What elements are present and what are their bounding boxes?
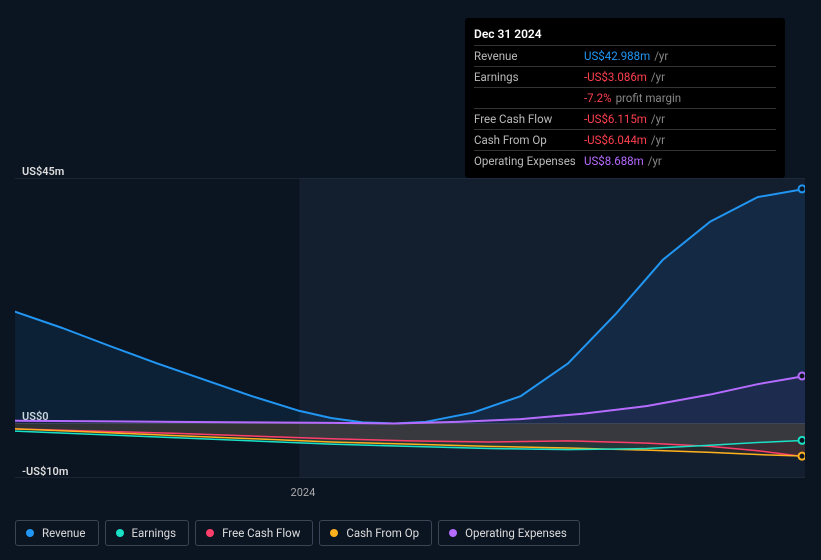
tooltip-row-value: -US$6.115m bbox=[584, 111, 647, 127]
legend-label: Earnings bbox=[132, 526, 177, 540]
tooltip-subrow: -7.2%profit margin bbox=[474, 87, 776, 108]
tooltip-subrow-unit: profit margin bbox=[616, 90, 682, 106]
tooltip-row-unit: /yr bbox=[651, 111, 665, 127]
tooltip-row-value: -US$3.086m bbox=[584, 69, 647, 85]
tooltip-row: Cash From Op-US$6.044m/yr bbox=[474, 129, 776, 150]
legend-label: Revenue bbox=[42, 526, 86, 540]
legend-label: Cash From Op bbox=[346, 526, 419, 540]
tooltip-row-unit: /yr bbox=[651, 69, 665, 85]
tooltip-row-label: Operating Expenses bbox=[474, 153, 584, 169]
legend-dot-icon bbox=[330, 529, 338, 537]
legend-dot-icon bbox=[26, 529, 34, 537]
legend-item[interactable]: Revenue bbox=[15, 520, 99, 546]
tooltip-date: Dec 31 2024 bbox=[474, 25, 776, 45]
tooltip-row-label: Free Cash Flow bbox=[474, 111, 584, 127]
legend-dot-icon bbox=[116, 529, 124, 537]
legend-item[interactable]: Cash From Op bbox=[319, 520, 432, 546]
legend-item[interactable]: Earnings bbox=[105, 520, 190, 546]
legend-dot-icon bbox=[449, 529, 457, 537]
legend-dot-icon bbox=[206, 529, 214, 537]
chart-tooltip: Dec 31 2024 RevenueUS$42.988m/yrEarnings… bbox=[465, 18, 785, 178]
legend-label: Free Cash Flow bbox=[222, 526, 300, 540]
financials-chart bbox=[15, 178, 805, 478]
x-axis-label: 2024 bbox=[291, 486, 316, 499]
tooltip-row-value: US$42.988m bbox=[584, 48, 650, 64]
tooltip-row: Free Cash Flow-US$6.115m/yr bbox=[474, 108, 776, 129]
legend-item[interactable]: Free Cash Flow bbox=[195, 520, 313, 546]
tooltip-row: Operating ExpensesUS$8.688m/yr bbox=[474, 150, 776, 171]
tooltip-row: Earnings-US$3.086m/yr bbox=[474, 66, 776, 87]
tooltip-row-value: US$8.688m bbox=[584, 153, 644, 169]
tooltip-row-label: Cash From Op bbox=[474, 132, 584, 148]
legend-item[interactable]: Operating Expenses bbox=[438, 520, 580, 546]
tooltip-row-unit: /yr bbox=[654, 48, 668, 64]
tooltip-row-value: -US$6.044m bbox=[584, 132, 647, 148]
tooltip-row: RevenueUS$42.988m/yr bbox=[474, 45, 776, 66]
tooltip-row-unit: /yr bbox=[648, 153, 662, 169]
legend-label: Operating Expenses bbox=[465, 526, 567, 540]
tooltip-row-label: Earnings bbox=[474, 69, 584, 85]
chart-legend: Revenue Earnings Free Cash Flow Cash From O… bbox=[15, 520, 580, 546]
y-axis-label: US$45m bbox=[22, 165, 64, 178]
tooltip-subrow-value: -7.2% bbox=[584, 90, 612, 106]
tooltip-row-unit: /yr bbox=[651, 132, 665, 148]
tooltip-row-label: Revenue bbox=[474, 48, 584, 64]
